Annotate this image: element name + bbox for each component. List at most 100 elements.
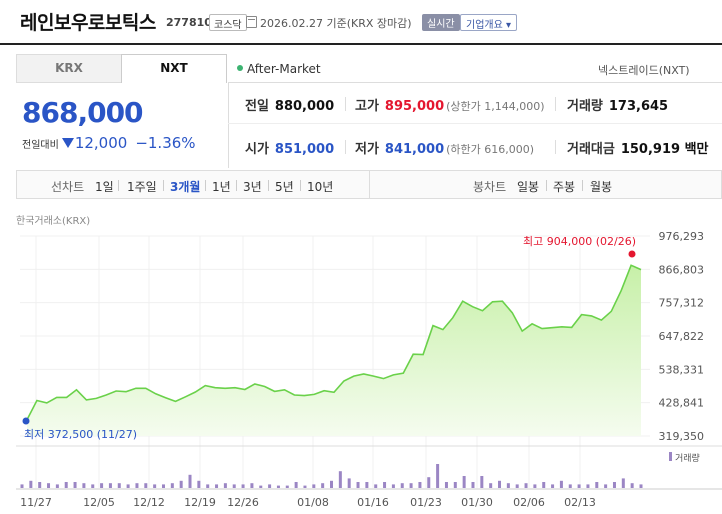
volume-bar: [259, 485, 263, 488]
stat-high: 고가 895,000 (상한가 1,144,000): [355, 95, 545, 114]
candle-chart-label: 봉차트: [473, 180, 507, 194]
period-3m[interactable]: 3개월: [170, 180, 201, 194]
after-market-text: After-Market: [247, 62, 321, 76]
candle-monthly[interactable]: 월봉: [590, 180, 613, 194]
line-chart-label: 선차트: [51, 180, 85, 194]
volume-bar: [542, 482, 546, 488]
change-label: 전일대비: [22, 140, 59, 151]
y-tick-label: 647,822: [659, 330, 705, 343]
volume-bar: [577, 484, 581, 488]
volume-legend-label: 거래량: [675, 452, 700, 464]
stat-label: 시가: [245, 142, 269, 157]
max-marker: [628, 250, 636, 258]
realtime-button[interactable]: 실시간: [422, 14, 460, 31]
y-tick-label: 757,312: [659, 297, 705, 310]
volume-bar: [29, 480, 33, 488]
x-tick-label: 01/23: [410, 496, 442, 509]
candle-weekly[interactable]: 주봉: [553, 180, 576, 194]
stat-prev-close: 전일 880,000: [245, 95, 334, 114]
current-price: 868,000: [22, 96, 144, 129]
stat-sub: (하한가 616,000): [446, 143, 535, 156]
period-separator: [582, 180, 583, 191]
x-tick-label: 12/26: [227, 496, 259, 509]
volume-bar: [533, 484, 537, 488]
stat-open: 시가 851,000: [245, 138, 334, 157]
volume-bar: [621, 478, 625, 488]
down-triangle-icon: [61, 138, 74, 148]
tab-krx[interactable]: KRX: [16, 54, 122, 83]
volume-bar: [444, 482, 448, 488]
period-separator: [163, 180, 164, 191]
y-tick-label: 976,293: [659, 230, 705, 243]
x-tick-label: 02/13: [564, 496, 596, 509]
volume-bar: [73, 482, 77, 488]
period-separator: [546, 180, 547, 191]
period-separator: [300, 180, 301, 191]
volume-bar: [303, 485, 307, 488]
volume-bar: [197, 480, 201, 488]
x-tick-label: 12/05: [83, 496, 115, 509]
volume-bar: [223, 483, 227, 488]
volume-bar: [595, 482, 599, 488]
period-10y[interactable]: 10년: [307, 180, 334, 194]
candle-daily[interactable]: 일봉: [517, 180, 540, 194]
period-5y[interactable]: 5년: [275, 180, 294, 194]
volume-bar: [285, 485, 289, 488]
x-tick-label: 01/30: [461, 496, 493, 509]
stat-label: 저가: [355, 142, 379, 157]
stat-label: 거래량: [567, 99, 603, 114]
base-date: 2026.02.27 기준(KRX 장마감): [260, 17, 412, 30]
y-tick-label: 428,841: [659, 397, 705, 410]
x-tick-label: 02/06: [513, 496, 545, 509]
min-marker: [22, 417, 30, 425]
stat-separator: [555, 97, 556, 111]
volume-bar: [480, 476, 484, 488]
volume-bar: [55, 484, 59, 488]
company-overview-button[interactable]: 기업개요 ▾: [460, 14, 517, 31]
volume-bar: [268, 484, 272, 488]
period-1y[interactable]: 1년: [212, 180, 231, 194]
volume-bar: [276, 485, 280, 488]
y-tick-label: 866,803: [659, 263, 705, 276]
stat-amount: 거래대금 150,919 백만: [567, 138, 709, 157]
tab-nxt[interactable]: NXT: [121, 54, 227, 83]
volume-bar: [170, 483, 174, 488]
stat-separator: [345, 97, 346, 111]
volume-bar: [391, 484, 395, 488]
volume-bar: [38, 482, 42, 488]
period-3y[interactable]: 3년: [243, 180, 262, 194]
volume-bar: [409, 483, 413, 488]
period-bar: 선차트 1일 1주일 3개월 1년 3년 5년 10년 봉차트 일봉 주봉 월봉: [16, 170, 722, 199]
volume-bar: [135, 483, 139, 488]
volume-bar: [506, 483, 510, 488]
x-tick-label: 01/08: [297, 496, 329, 509]
volume-bar: [215, 484, 219, 488]
volume-bar: [453, 482, 457, 488]
max-label: 최고 904,000 (02/26): [523, 235, 636, 248]
stat-value: 851,000: [274, 142, 335, 157]
period-1d[interactable]: 1일: [95, 180, 114, 194]
stat-value: 841,000: [384, 142, 445, 157]
price-area: [27, 265, 641, 436]
volume-bar: [471, 482, 475, 488]
volume-bar: [418, 482, 422, 488]
stat-label: 거래대금: [567, 142, 615, 157]
stat-label: 고가: [355, 99, 379, 114]
price-line: [26, 264, 642, 421]
volume-bar: [330, 480, 333, 488]
volume-bar: [630, 483, 634, 488]
stat-sub: (상한가 1,144,000): [446, 100, 545, 113]
volume-bar: [100, 483, 104, 488]
volume-bar: [604, 484, 608, 488]
volume-bar: [82, 483, 86, 488]
volume-bar: [232, 484, 236, 488]
volume-bar: [312, 484, 316, 488]
volume-bar: [161, 484, 165, 488]
volume-bar: [568, 484, 572, 488]
period-1w[interactable]: 1주일: [127, 180, 157, 194]
volume-bar: [383, 482, 387, 488]
stock-header: 레인보우로보틱스 277810 코스닥 2026.02.27 기준(KRX 장마…: [0, 0, 722, 44]
status-dot-icon: [237, 65, 243, 71]
after-market-label: After-Market: [237, 62, 321, 76]
